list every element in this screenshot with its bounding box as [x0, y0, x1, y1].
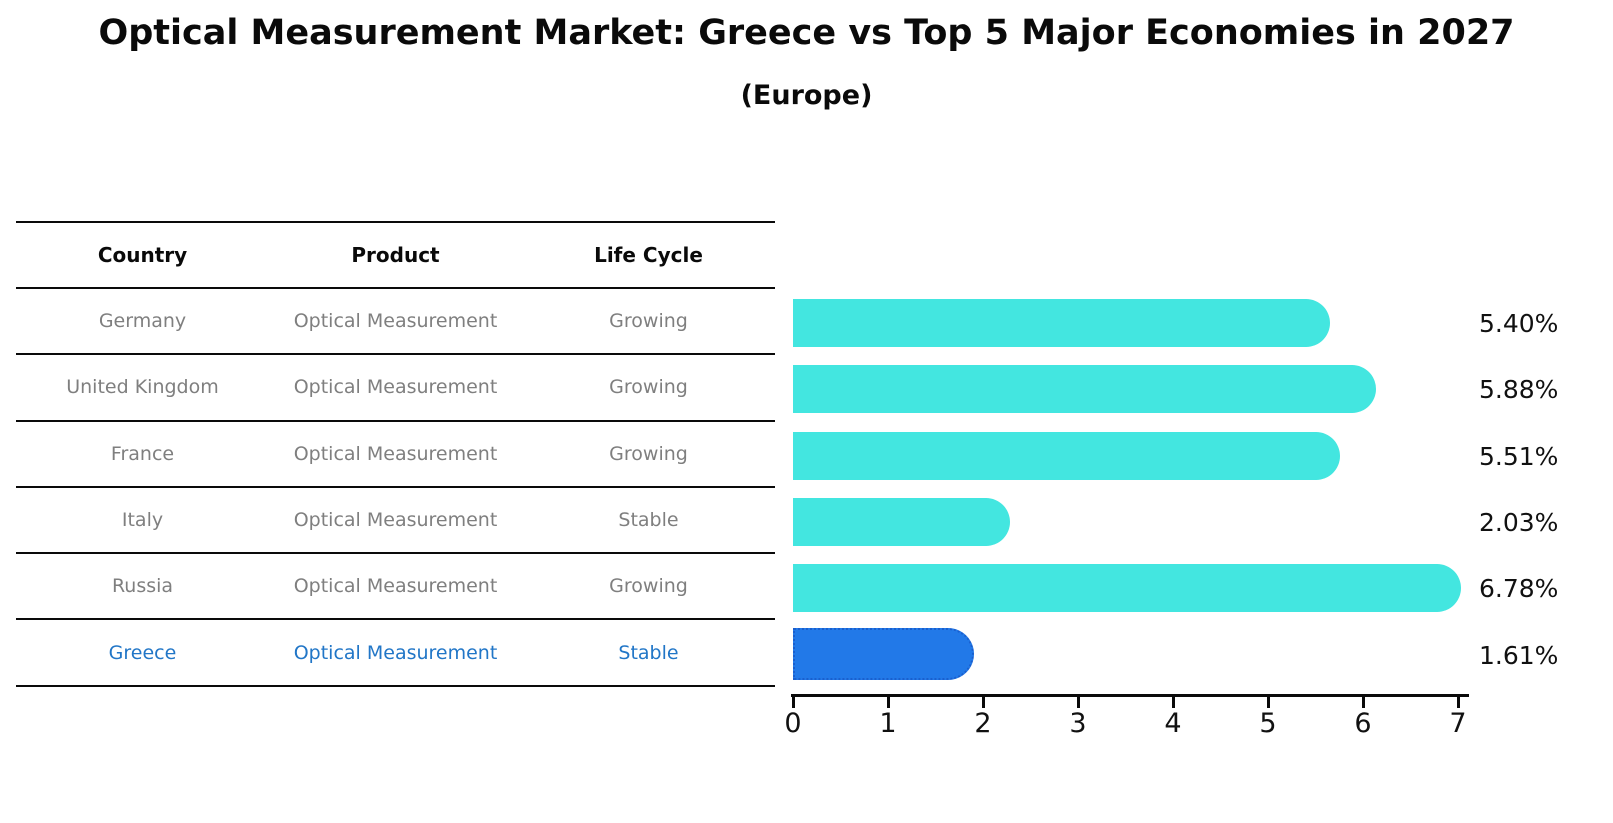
- cell-life-cycle: Growing: [609, 310, 688, 333]
- cell-country: France: [110, 442, 175, 465]
- x-axis-tick: [886, 694, 890, 708]
- cell-life-cycle: Growing: [609, 575, 688, 598]
- column-header-country: Country: [97, 243, 188, 267]
- x-axis-tick-label: 7: [1449, 708, 1467, 739]
- cell-country: Italy: [121, 509, 164, 532]
- x-axis-tick: [981, 694, 985, 708]
- cell-country: Germany: [98, 310, 187, 333]
- page-title: Optical Measurement Market: Greece vs To…: [98, 13, 1515, 53]
- table-row-italy: Italy Optical Measurement Stable: [16, 488, 775, 555]
- cell-life-cycle: Growing: [609, 442, 688, 465]
- cell-product: Optical Measurement: [293, 310, 498, 333]
- x-axis-tick: [791, 694, 795, 708]
- value-label-russia: 6.78%: [1479, 574, 1559, 603]
- x-axis-tick: [1361, 694, 1365, 708]
- cell-product: Optical Measurement: [293, 575, 498, 598]
- x-axis-tick-label: 2: [974, 708, 992, 739]
- x-axis-tick: [1266, 694, 1270, 708]
- bar-russia: [793, 564, 1461, 612]
- table-row-germany: Germany Optical Measurement Growing: [16, 289, 775, 356]
- cell-life-cycle: Stable: [618, 641, 679, 664]
- bar-greece: [793, 628, 974, 680]
- table-header-row: Country Product Life Cycle: [16, 223, 775, 289]
- cell-country: United Kingdom: [66, 376, 219, 399]
- column-header-life-cycle: Life Cycle: [594, 243, 703, 267]
- x-axis-tick: [1456, 694, 1460, 708]
- x-axis-tick-label: 6: [1354, 708, 1372, 739]
- cell-country: Greece: [108, 641, 177, 664]
- cell-life-cycle: Growing: [609, 376, 688, 399]
- table-row-united-kingdom: United Kingdom Optical Measurement Growing: [16, 355, 775, 422]
- comparison-table: Country Product Life Cycle Germany Optical …: [16, 221, 775, 687]
- x-axis-tick: [1076, 694, 1080, 708]
- cell-product: Optical Measurement: [293, 509, 498, 532]
- cell-product: Optical Measurement: [293, 641, 498, 664]
- bar-france: [793, 432, 1340, 480]
- cell-life-cycle: Stable: [618, 509, 679, 532]
- cell-product: Optical Measurement: [293, 442, 498, 465]
- table-row-france: France Optical Measurement Growing: [16, 422, 775, 488]
- bar-italy: [793, 498, 1010, 546]
- value-label-italy: 2.03%: [1479, 508, 1559, 537]
- x-axis-tick-label: 4: [1164, 708, 1182, 739]
- x-axis-tick: [1171, 694, 1175, 708]
- x-axis-tick-label: 0: [784, 708, 802, 739]
- x-axis-line: [791, 694, 1469, 697]
- cell-country: Russia: [111, 575, 174, 598]
- value-label-greece: 1.61%: [1479, 641, 1559, 670]
- cell-product: Optical Measurement: [293, 376, 498, 399]
- bar-united-kingdom: [793, 365, 1376, 413]
- page-subtitle: (Europe): [740, 80, 873, 111]
- table-row-russia: Russia Optical Measurement Growing: [16, 554, 775, 621]
- column-header-product: Product: [351, 243, 440, 267]
- value-label-france: 5.51%: [1479, 442, 1559, 471]
- value-label-germany: 5.40%: [1479, 309, 1559, 338]
- bar-germany: [793, 299, 1330, 347]
- x-axis-tick-label: 5: [1259, 708, 1277, 739]
- value-label-united-kingdom: 5.88%: [1479, 375, 1559, 404]
- x-axis-tick-label: 1: [879, 708, 897, 739]
- table-row-greece: Greece Optical Measurement Stable: [16, 620, 775, 687]
- x-axis-tick-label: 3: [1069, 708, 1087, 739]
